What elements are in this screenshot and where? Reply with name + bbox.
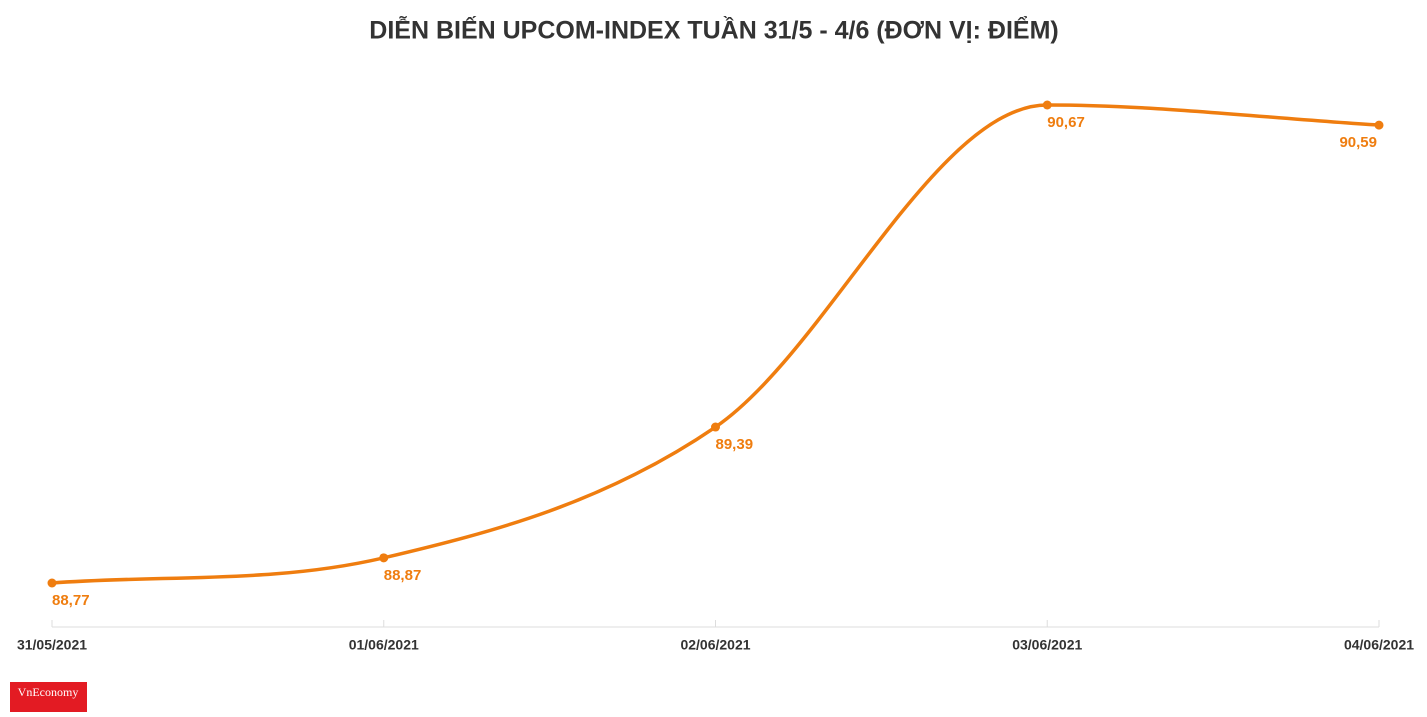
point <box>1042 100 1052 110</box>
value-label: 88,77 <box>52 592 90 609</box>
line <box>51 103 1380 585</box>
point <box>379 553 389 563</box>
x-tick-label: 01/06/2021 <box>349 637 419 653</box>
point <box>47 578 57 588</box>
value-label: 89,39 <box>716 436 754 453</box>
point <box>1374 120 1384 130</box>
logo: VnEconomy <box>18 685 79 699</box>
value-label: 90,67 <box>1047 114 1085 131</box>
chart-title: DIỄN BIẾN UPCOM-INDEX TUẦN 31/5 - 4/6 (Đ… <box>369 15 1058 45</box>
value-label: 88,87 <box>384 567 422 584</box>
logo-box <box>10 682 87 712</box>
x-tick-label: 31/05/2021 <box>17 637 87 653</box>
x-tick-label: 04/06/2021 <box>1344 637 1414 653</box>
x-tick-label: 03/06/2021 <box>1012 637 1082 653</box>
value-label: 90,59 <box>1339 134 1377 151</box>
x-tick-label: 02/06/2021 <box>680 637 750 653</box>
point <box>711 422 720 432</box>
